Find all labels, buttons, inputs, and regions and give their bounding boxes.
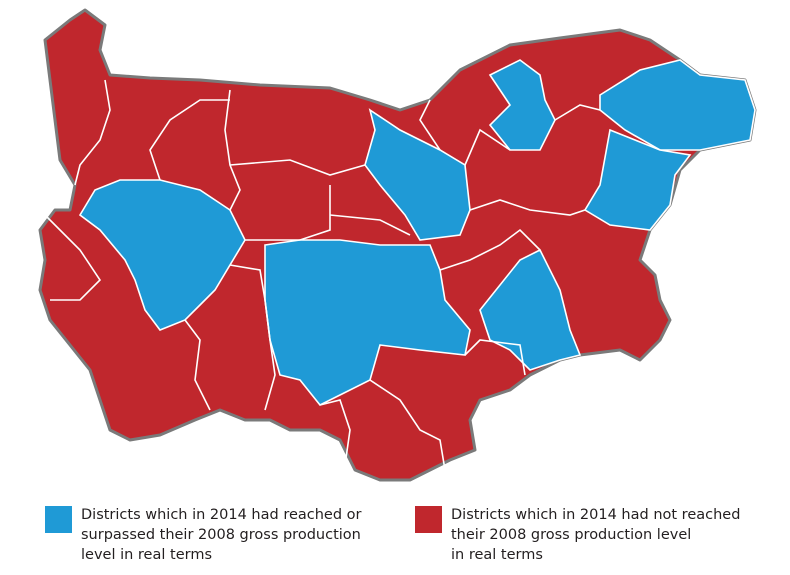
- country: [38, 8, 757, 482]
- border: [469, 199, 586, 216]
- district: [364, 108, 471, 241]
- legend-text: level in real terms: [81, 547, 212, 563]
- legend: Districts which in 2014 had reached or su…: [45, 506, 740, 563]
- border: [369, 379, 446, 471]
- blue-districts: [78, 59, 756, 407]
- border: [419, 99, 441, 151]
- border: [319, 399, 351, 466]
- border: [464, 339, 526, 376]
- border: [464, 128, 511, 166]
- border: [554, 104, 601, 121]
- legend-text: their 2008 gross production level: [451, 527, 691, 543]
- district-borders: [44, 79, 601, 471]
- legend-text: in real terms: [451, 547, 543, 563]
- district: [599, 59, 756, 151]
- border: [74, 79, 111, 186]
- border: [149, 99, 230, 181]
- legend-swatch: [45, 506, 72, 533]
- border: [229, 159, 366, 176]
- border: [184, 319, 211, 411]
- legend-text: surpassed their 2008 gross production: [81, 527, 361, 543]
- district: [264, 239, 471, 407]
- legend-text: Districts which in 2014 had reached or: [81, 507, 362, 523]
- district: [488, 59, 556, 151]
- district: [78, 179, 246, 331]
- border: [329, 214, 411, 236]
- legend-swatch: [415, 506, 442, 533]
- border: [245, 185, 331, 241]
- district: [479, 248, 582, 371]
- border: [439, 228, 541, 271]
- legend-text: Districts which in 2014 had not reached: [451, 507, 740, 523]
- district: [583, 128, 692, 231]
- border: [44, 214, 102, 301]
- border: [229, 264, 276, 411]
